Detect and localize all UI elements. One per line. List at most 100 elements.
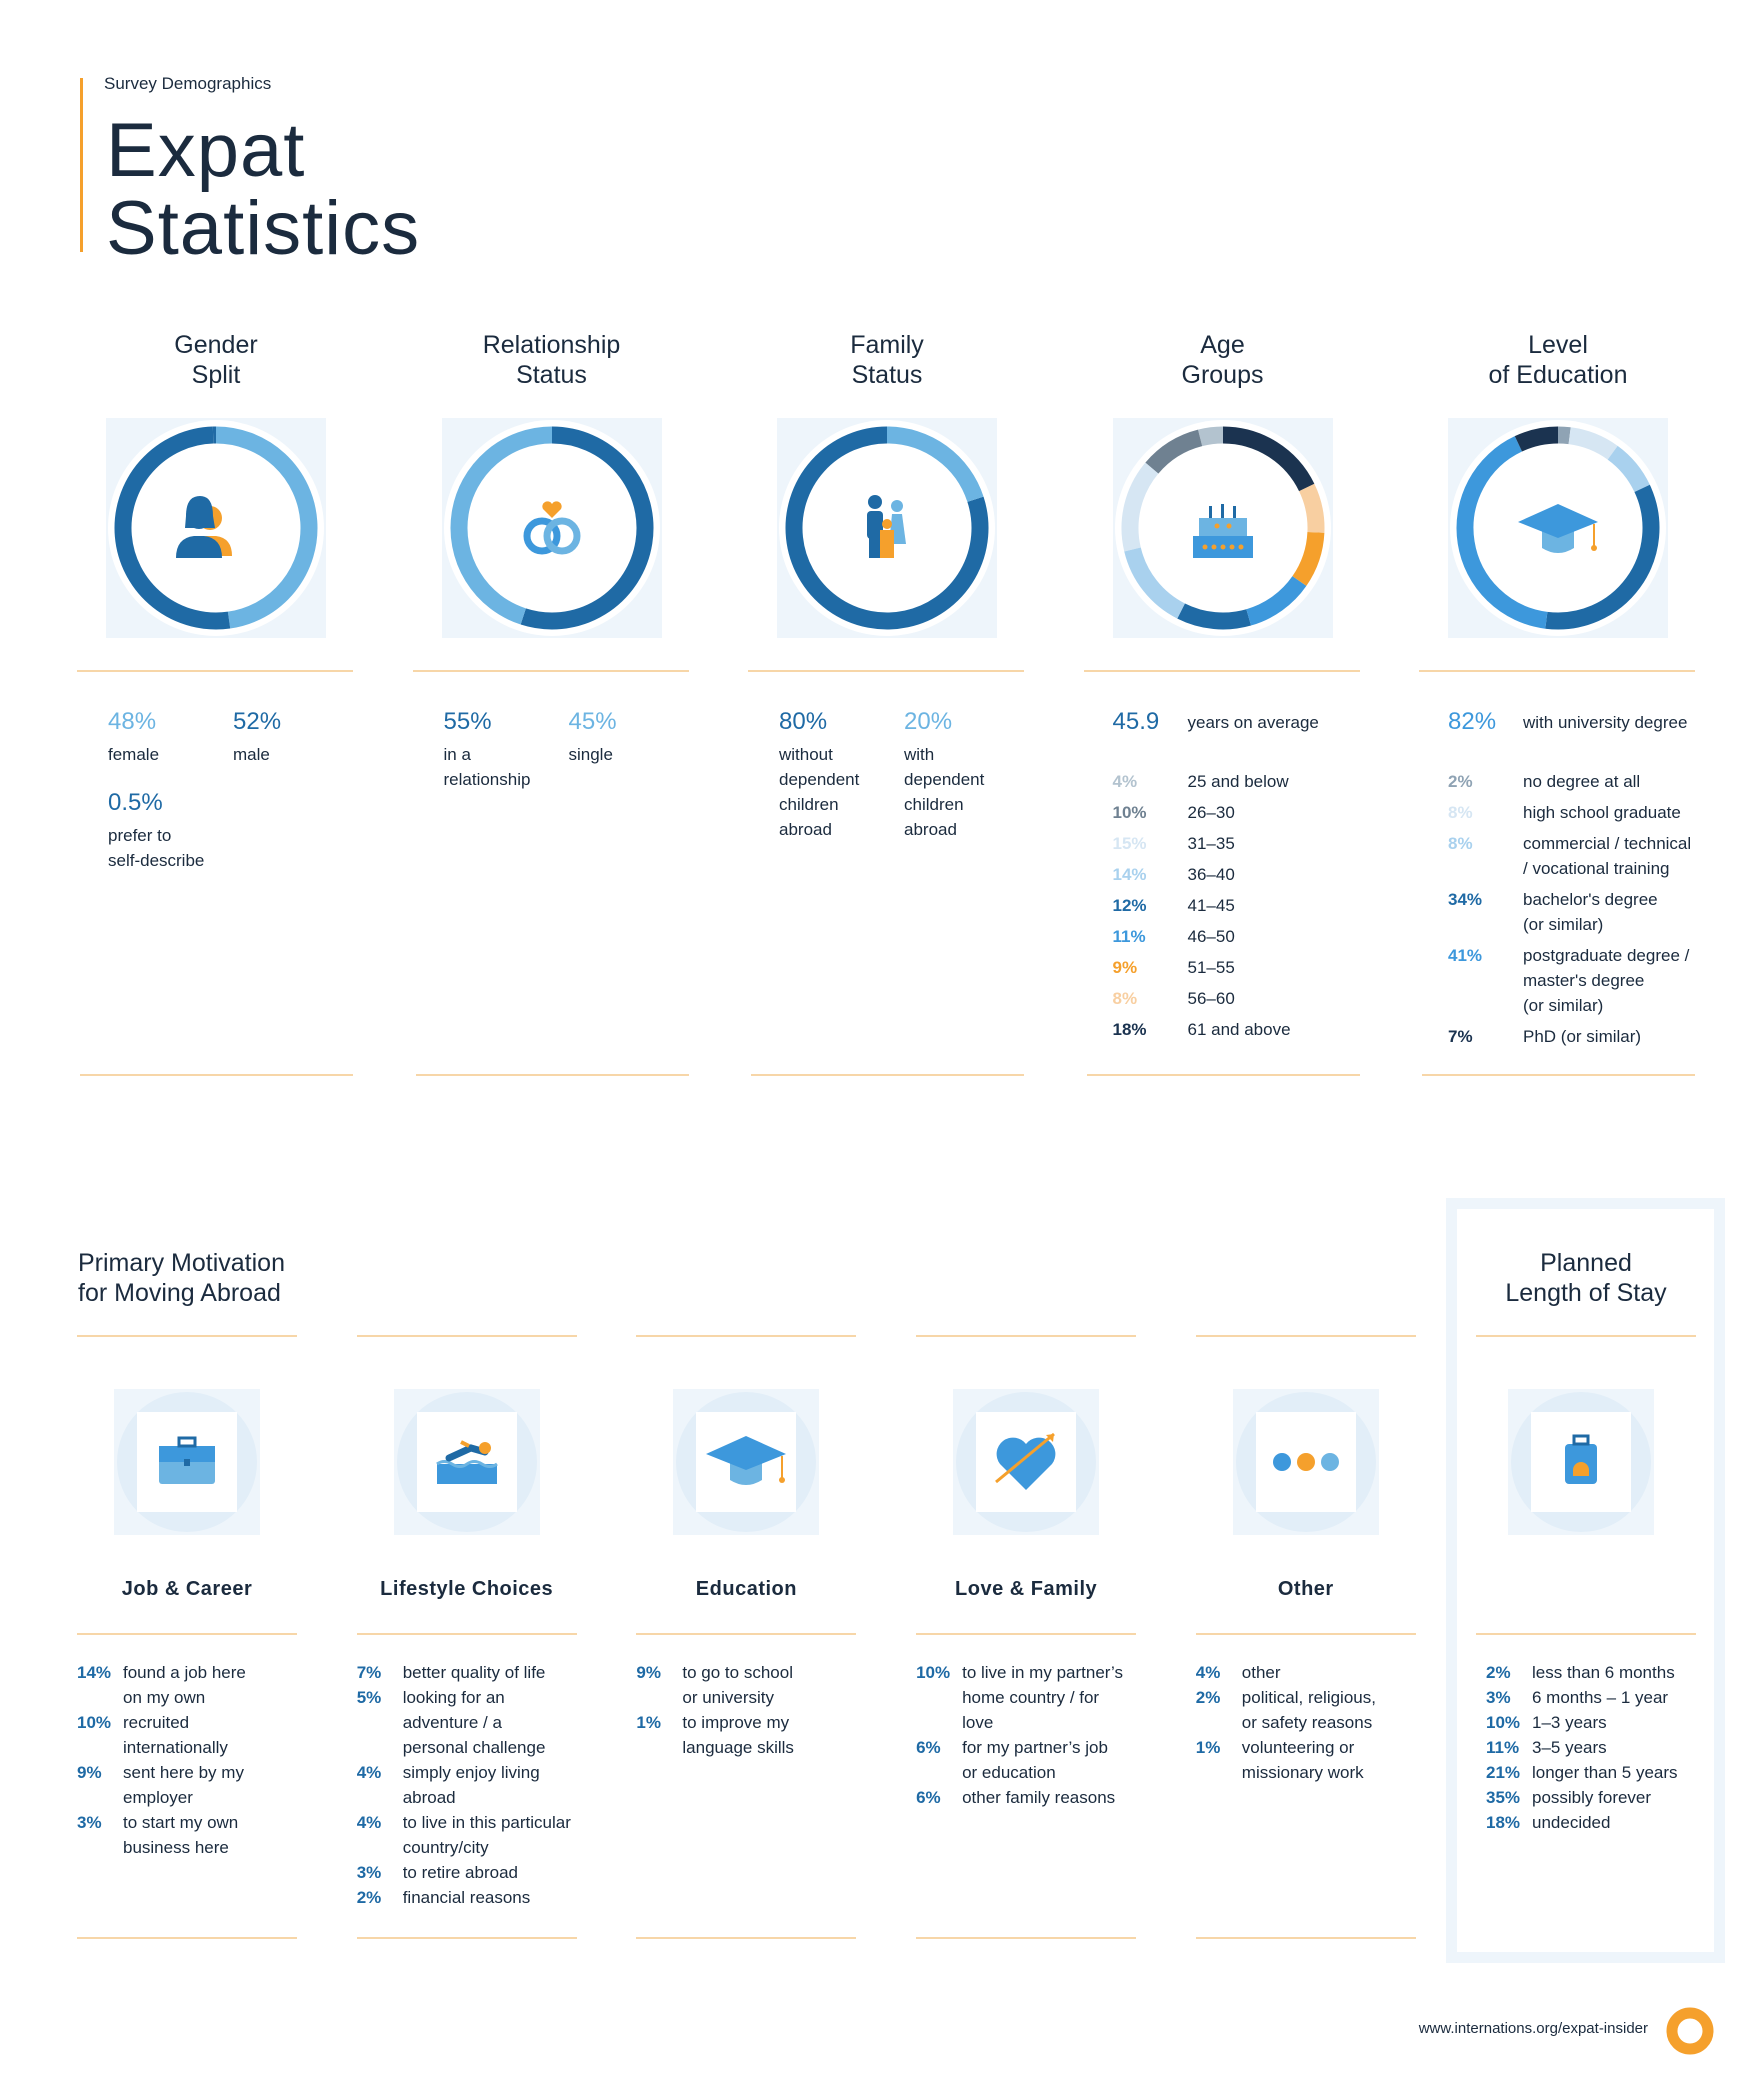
- item-label: other: [1241, 1663, 1281, 1682]
- divider: [356, 1937, 577, 1939]
- item-value: 35%: [1486, 1788, 1521, 1807]
- donut-segment: [1568, 427, 1618, 460]
- item-value: 11%: [1486, 1738, 1520, 1757]
- donut-segment: [1197, 426, 1223, 447]
- item-label: high school graduate: [1523, 803, 1681, 822]
- item: 45% single: [569, 708, 694, 792]
- icon-box: [1232, 1389, 1379, 1535]
- item-list: 2% no degree at all 8% high school graduate…: [1448, 769, 1708, 1055]
- icon-shape: [1272, 1453, 1291, 1471]
- item-label: for my partner’s job or education: [962, 1738, 1108, 1782]
- item-label: without dependent children abroad: [779, 745, 860, 839]
- icon-shape: [176, 536, 222, 558]
- donut-icon: [176, 496, 232, 558]
- item-label: 46–50: [1187, 927, 1235, 946]
- item-row: 2% political, religious, or safety reason…: [1196, 1685, 1436, 1735]
- group-title: Other: [1277, 1578, 1334, 1600]
- item-row: 15% 31–35: [1113, 831, 1373, 856]
- item-row: 6% other family reasons: [916, 1785, 1156, 1810]
- divider: [1195, 1937, 1416, 1939]
- item: 80% without dependent children abroad: [779, 708, 904, 842]
- icon-shape: [435, 1460, 498, 1468]
- item-label: 1–3 years: [1532, 1713, 1607, 1732]
- item-label: volunteering or missionary work: [1241, 1738, 1364, 1782]
- column-title: Family Status: [850, 331, 924, 389]
- icon-box: [953, 1389, 1100, 1535]
- icon-shape: [543, 517, 580, 555]
- icon-shape: [1046, 1434, 1055, 1442]
- icon-shape: [1572, 1434, 1590, 1446]
- donut-segment: [1123, 547, 1185, 619]
- item-row: 2% less than 6 months: [1486, 1660, 1726, 1685]
- item-list: 4% 25 and below 10% 26–30 15% 31–35 14% 36–40 12…: [1113, 769, 1373, 1048]
- item-value: 34%: [1448, 890, 1483, 909]
- item-row: 8% commercial / technical / vocational tr…: [1448, 831, 1708, 881]
- donut-box: [441, 418, 662, 638]
- item-label: single: [568, 745, 613, 764]
- footer-url: www.internations.org/expat-insider: [1418, 2020, 1648, 2037]
- icon-shape: [1229, 544, 1234, 550]
- donut-segment: [1222, 426, 1314, 492]
- item-value: 10%: [77, 1713, 112, 1732]
- icon-box: [393, 1389, 540, 1535]
- item-row: 10% to live in my partner’s home country …: [916, 1660, 1156, 1735]
- item-value: 18%: [1486, 1813, 1521, 1832]
- item-row: 9% to go to school or university: [636, 1660, 876, 1710]
- divider: [748, 670, 1024, 672]
- item-row: 18% undecided: [1486, 1810, 1726, 1835]
- icon-shape: [523, 517, 560, 555]
- divider: [77, 1937, 297, 1939]
- item-row: 9% sent here by my employer: [77, 1760, 317, 1810]
- icon-card: [416, 1412, 517, 1512]
- item-value: 4%: [356, 1763, 382, 1782]
- donut-segment: [450, 426, 552, 625]
- group-title: Job & Career: [121, 1578, 253, 1600]
- item-value: 20%: [904, 708, 953, 735]
- item-label: commercial / technical / vocational trai…: [1523, 834, 1692, 878]
- donut-segment: [1298, 483, 1324, 533]
- item-row: 4% 25 and below: [1113, 769, 1373, 794]
- donut-segment: [1607, 445, 1650, 493]
- item-row: 8% high school graduate: [1448, 800, 1708, 825]
- icon-shape: [1208, 506, 1212, 518]
- item-value: 8%: [1448, 834, 1473, 853]
- column-title: Relationship Status: [482, 331, 621, 389]
- icon-shape: [436, 1464, 497, 1484]
- item-label: simply enjoy living abroad: [402, 1763, 540, 1807]
- item-label: 56–60: [1187, 989, 1235, 1008]
- item-label: political, religious, or safety reasons: [1241, 1688, 1376, 1732]
- item-value: 6%: [916, 1738, 941, 1757]
- item-list: 4% other 2% political, religious, or safety…: [1196, 1660, 1436, 1785]
- item-label: less than 6 months: [1532, 1663, 1675, 1682]
- item-row: 34% bachelor's degree (or similar): [1448, 887, 1708, 937]
- icon: [1272, 1453, 1339, 1471]
- summary-label: years on average: [1187, 712, 1319, 732]
- icon: [159, 1436, 215, 1484]
- donut-chart: [1114, 420, 1331, 636]
- item-value: 21%: [1486, 1763, 1521, 1782]
- donut-icon: [1192, 504, 1253, 558]
- icon: [706, 1436, 787, 1485]
- item-value: 11%: [1112, 927, 1146, 946]
- item-value: 14%: [1112, 865, 1147, 884]
- divider: [415, 1074, 689, 1076]
- item-label: PhD (or similar): [1523, 1027, 1642, 1046]
- item-label: to live in this particular country/city: [402, 1813, 571, 1857]
- item-row: 6% for my partner’s job or education: [916, 1735, 1156, 1785]
- item-list: 14% found a job here on my own 10% recruite…: [77, 1660, 317, 1860]
- item-value: 10%: [1486, 1713, 1521, 1732]
- icon: [995, 1432, 1056, 1490]
- icon-shape: [867, 511, 883, 539]
- item-row: 3% to retire abroad: [357, 1860, 597, 1885]
- item-value: 9%: [1112, 958, 1138, 977]
- item-label: to live in my partner’s home country / f…: [962, 1663, 1124, 1732]
- donut-segment: [1514, 426, 1559, 452]
- item-value: 4%: [1112, 772, 1138, 791]
- icon-shape: [996, 1437, 1056, 1490]
- icon-shape: [779, 1477, 786, 1483]
- item-row: 5% looking for an adventure / a personal …: [357, 1685, 597, 1760]
- item-value: 80%: [779, 708, 828, 735]
- item-row: 7% better quality of life: [357, 1660, 597, 1685]
- item-row: 11% 46–50: [1113, 924, 1373, 949]
